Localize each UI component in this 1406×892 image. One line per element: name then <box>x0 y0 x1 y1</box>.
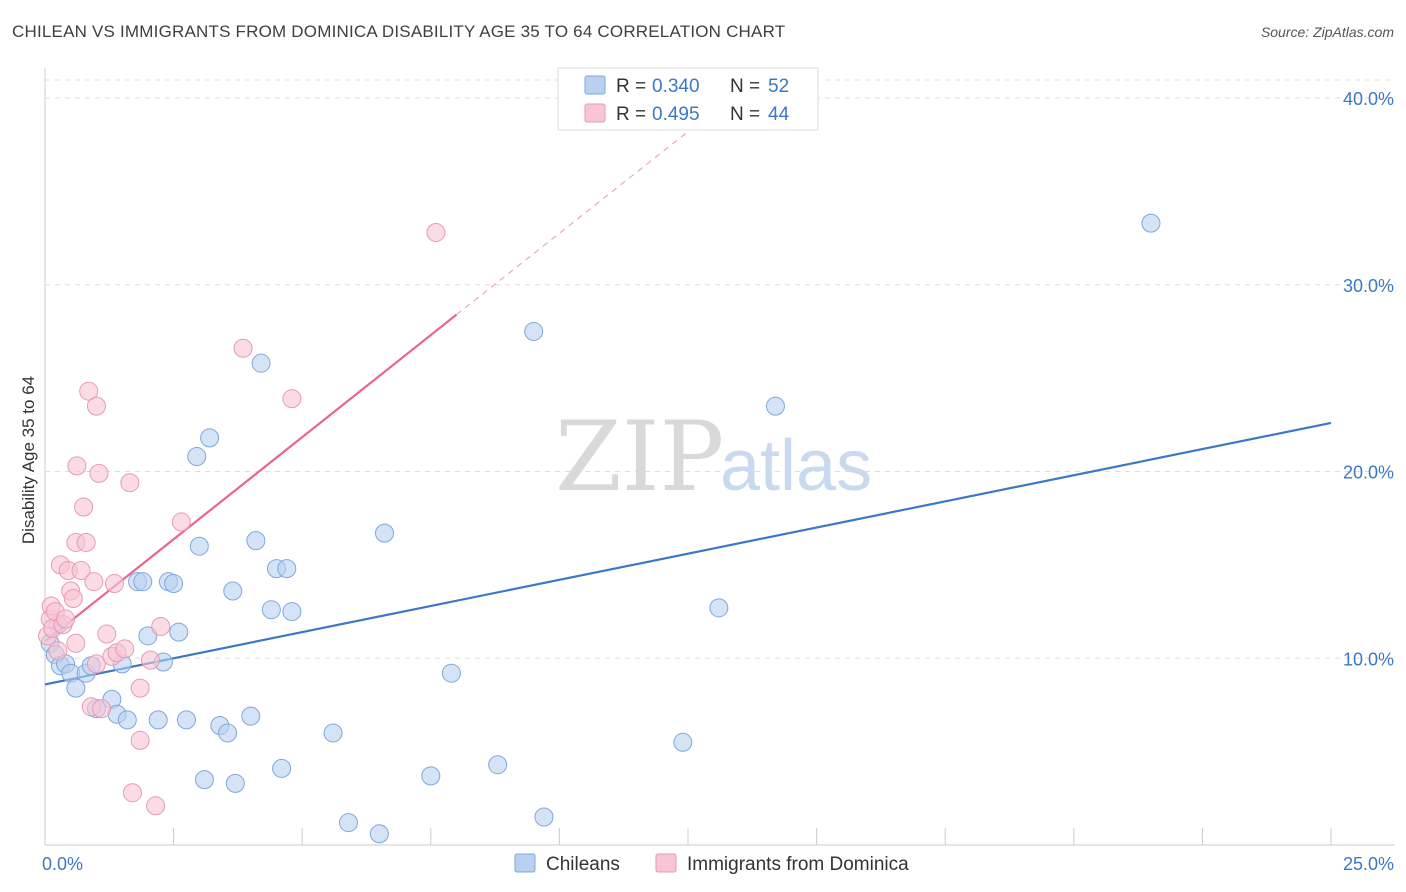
point-dominica <box>146 796 166 816</box>
bottom-legend: Chileans Immigrants from Dominica <box>514 853 909 875</box>
watermark-zip: ZIP <box>555 401 724 513</box>
point-chileans <box>488 755 508 775</box>
point-dominica <box>86 396 106 416</box>
point-dominica <box>56 609 76 629</box>
point-chileans <box>225 773 245 793</box>
y-axis-label: Disability Age 35 to 64 <box>19 376 38 544</box>
point-chileans <box>277 559 297 579</box>
point-chileans <box>138 626 158 646</box>
point-chileans <box>709 598 729 618</box>
bottom-legend-swatch-dominica <box>655 853 677 873</box>
point-chileans <box>194 770 214 790</box>
axis-layer: 10.0% 20.0% 30.0% 40.0% 0.0% 25.0% <box>42 68 1395 874</box>
point-chileans <box>187 447 207 467</box>
point-dominica <box>84 572 104 592</box>
y-tick-label: 30.0% <box>1343 276 1394 296</box>
grid-layer <box>45 79 1395 659</box>
point-chileans <box>369 824 389 844</box>
point-chileans <box>176 710 196 730</box>
point-chileans <box>272 758 292 778</box>
point-dominica <box>120 473 140 493</box>
point-dominica <box>71 560 91 580</box>
point-dominica <box>48 641 68 661</box>
point-dominica <box>426 222 446 242</box>
point-chileans <box>524 321 544 341</box>
point-chileans <box>200 428 220 448</box>
legend-box: R = 0.340 N = 52 R = 0.495 N = 44 <box>557 67 819 131</box>
point-chileans <box>223 581 243 601</box>
x-tick-label: 0.0% <box>42 854 83 874</box>
point-chileans <box>421 766 441 786</box>
point-dominica <box>66 633 86 653</box>
point-dominica <box>67 456 87 476</box>
point-chileans <box>246 531 266 551</box>
legend-r-label-chileans: R = <box>616 76 646 97</box>
point-dominica <box>140 650 160 670</box>
point-dominica <box>89 463 109 483</box>
watermark-atlas: atlas <box>720 426 872 506</box>
point-dominica <box>97 624 117 644</box>
point-dominica <box>79 381 99 401</box>
point-chileans <box>189 536 209 556</box>
bottom-legend-label-chileans: Chileans <box>546 854 620 875</box>
legend-n-value-dominica: 44 <box>768 104 790 125</box>
x-tick-label: 25.0% <box>1343 854 1394 874</box>
point-dominica <box>282 389 302 409</box>
point-chileans <box>1141 213 1161 233</box>
point-chileans <box>133 572 153 592</box>
y-tick-label: 20.0% <box>1343 463 1394 483</box>
point-chileans <box>673 732 693 752</box>
point-dominica <box>122 783 142 803</box>
point-chileans <box>148 710 168 730</box>
point-chileans <box>241 706 261 726</box>
bottom-legend-label-dominica: Immigrants from Dominica <box>687 854 909 875</box>
point-chileans <box>251 353 271 373</box>
legend-swatch-chileans <box>584 75 606 95</box>
point-chileans <box>338 813 358 833</box>
point-chileans <box>534 807 554 827</box>
legend-r-value-dominica: 0.495 <box>652 104 700 125</box>
point-dominica <box>92 699 112 719</box>
y-tick-label: 10.0% <box>1343 649 1394 669</box>
point-chileans <box>117 710 137 730</box>
trend-extension-dominica <box>456 131 689 316</box>
point-chileans <box>765 396 785 416</box>
legend-r-value-chileans: 0.340 <box>652 76 700 97</box>
point-chileans <box>164 574 184 594</box>
point-dominica <box>151 617 171 637</box>
point-chileans <box>323 723 343 743</box>
point-chileans <box>218 723 238 743</box>
legend-n-value-chileans: 52 <box>768 76 789 97</box>
legend-r-label-dominica: R = <box>616 104 646 125</box>
point-chileans <box>441 663 461 683</box>
point-dominica <box>115 639 135 659</box>
point-dominica <box>233 338 253 358</box>
point-chileans <box>261 600 281 620</box>
source-label: Source: ZipAtlas.com <box>1260 24 1394 40</box>
bottom-legend-swatch-chileans <box>514 853 536 873</box>
legend-swatch-dominica <box>584 103 606 123</box>
watermark: ZIP atlas <box>555 401 872 513</box>
chart-title: CHILEAN VS IMMIGRANTS FROM DOMINICA DISA… <box>12 22 786 41</box>
point-chileans <box>282 602 302 622</box>
point-chileans <box>66 678 86 698</box>
point-dominica <box>76 532 96 552</box>
point-dominica <box>130 730 150 750</box>
point-dominica <box>104 574 124 594</box>
y-tick-label: 40.0% <box>1343 89 1394 109</box>
point-dominica <box>171 512 191 532</box>
point-chileans <box>375 523 395 543</box>
point-dominica <box>130 678 150 698</box>
legend-n-label-dominica: N = <box>730 104 760 125</box>
trend-line-chileans <box>44 421 1332 686</box>
point-dominica <box>74 497 94 517</box>
point-dominica <box>86 654 106 674</box>
points-layer <box>38 213 1161 844</box>
point-dominica <box>63 588 83 608</box>
legend-n-label-chileans: N = <box>730 76 760 97</box>
point-chileans <box>169 622 189 642</box>
